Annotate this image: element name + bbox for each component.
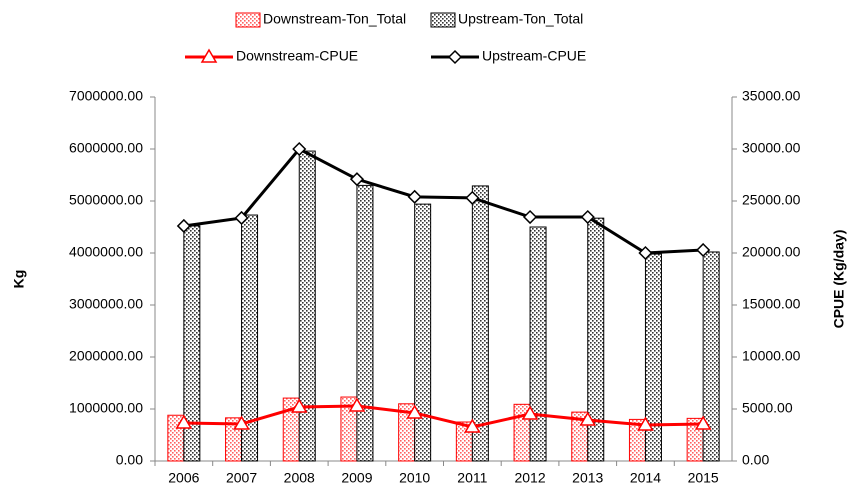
- bar: [587, 217, 605, 462]
- y2-tick-label: 25000.00: [742, 192, 801, 208]
- line-marker: [694, 415, 712, 430]
- y-tick-label: 0.00: [116, 452, 143, 468]
- y-tick-label: 6000000.00: [69, 140, 143, 156]
- bar: [702, 251, 720, 462]
- legend-label: Downstream-CPUE: [236, 48, 358, 64]
- line-marker: [579, 411, 597, 426]
- x-tick-label: 2006: [168, 470, 199, 486]
- x-tick-label: 2012: [514, 470, 545, 486]
- line-marker: [522, 209, 538, 225]
- line-marker: [175, 414, 193, 429]
- line-marker: [233, 415, 250, 430]
- line-marker: [406, 404, 423, 419]
- y2-tick-label: 15000.00: [742, 296, 801, 312]
- line: [183, 404, 704, 429]
- legend-marker: [447, 49, 463, 65]
- bar: [529, 226, 547, 462]
- line-marker: [637, 416, 654, 431]
- x-tick-label: 2007: [226, 470, 257, 486]
- line-marker: [176, 218, 191, 234]
- y2-tick-label: 0.00: [742, 452, 769, 468]
- bar: [241, 214, 259, 462]
- y2-tick-label: 35000.00: [742, 88, 801, 104]
- y2-tick-label: 5000.00: [742, 400, 793, 416]
- y-tick-label: 7000000.00: [69, 88, 143, 104]
- bar: [298, 150, 316, 462]
- x-tick-label: 2009: [341, 470, 372, 486]
- y2-axis-title: CPUE (Kg/day): [831, 230, 847, 329]
- x-tick-label: 2015: [688, 470, 719, 486]
- legend-swatch: [235, 12, 261, 28]
- legend-swatch: [430, 12, 456, 28]
- legend-marker: [200, 48, 218, 63]
- bar: [356, 184, 374, 462]
- y2-tick-label: 20000.00: [742, 244, 801, 260]
- y-tick-label: 2000000.00: [69, 348, 143, 364]
- line-marker: [348, 397, 366, 412]
- y-axis-title: Kg: [11, 270, 27, 289]
- line-marker: [580, 209, 595, 225]
- y-tick-label: 3000000.00: [69, 296, 143, 312]
- line-marker: [638, 245, 653, 261]
- bar: [414, 203, 432, 462]
- line-marker: [290, 398, 308, 413]
- legend-label: Downstream-Ton_Total: [263, 11, 406, 27]
- line-marker: [292, 141, 307, 157]
- line-marker: [521, 405, 539, 420]
- x-tick-label: 2008: [284, 470, 315, 486]
- line: [183, 147, 704, 255]
- legend-label: Upstream-CPUE: [482, 48, 586, 64]
- legend-label: Upstream-Ton_Total: [458, 11, 583, 27]
- y-tick-label: 4000000.00: [69, 244, 143, 260]
- x-tick-label: 2013: [572, 470, 603, 486]
- line-marker: [234, 210, 249, 226]
- x-tick-label: 2014: [630, 470, 661, 486]
- bar: [471, 185, 489, 462]
- line-marker: [696, 242, 711, 258]
- y-tick-label: 1000000.00: [69, 400, 143, 416]
- x-tick-label: 2010: [399, 470, 430, 486]
- line-marker: [465, 190, 480, 205]
- x-tick-label: 2011: [457, 470, 487, 486]
- y-tick-label: 5000000.00: [69, 192, 143, 208]
- line-marker: [464, 418, 481, 433]
- line-marker: [349, 172, 365, 187]
- y2-tick-label: 30000.00: [742, 140, 801, 156]
- line-marker: [407, 189, 422, 204]
- y2-tick-label: 10000.00: [742, 348, 801, 364]
